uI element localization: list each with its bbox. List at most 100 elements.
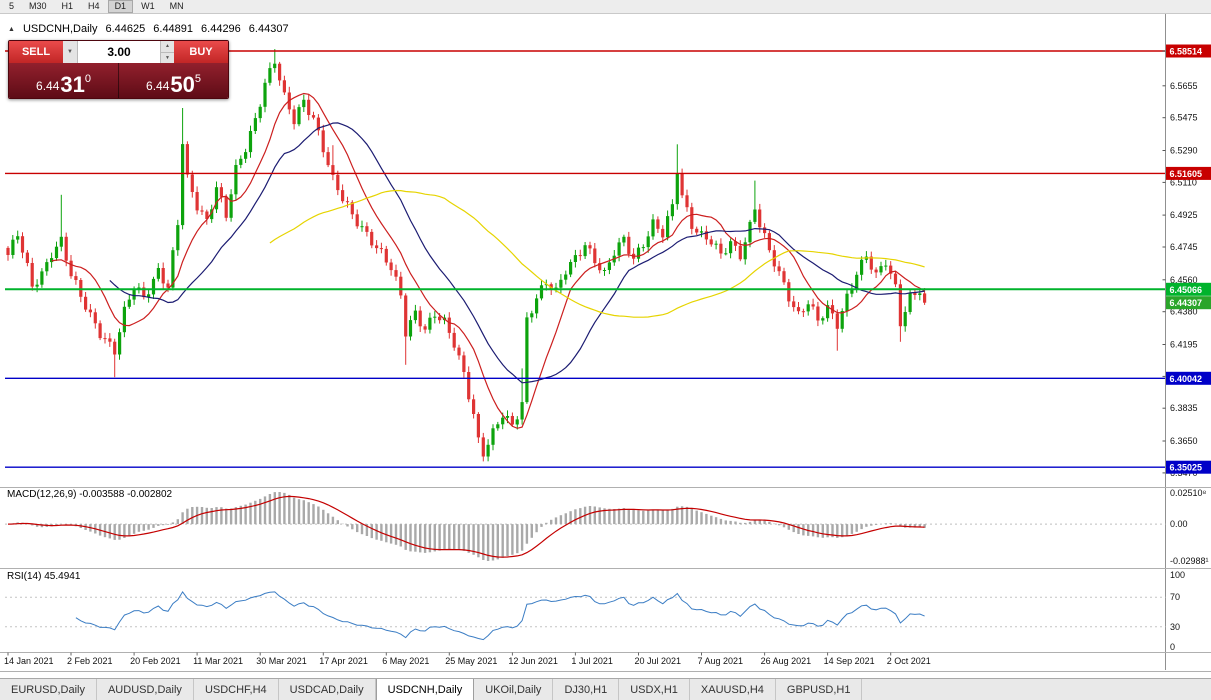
- candle-body: [826, 305, 830, 319]
- macd-label: MACD(12,26,9) -0.003588 -0.002802: [7, 489, 173, 500]
- candle-body: [796, 307, 801, 312]
- candle-body: [496, 424, 500, 429]
- candle-body: [467, 372, 471, 400]
- timeframe-button-H4[interactable]: H4: [88, 1, 100, 11]
- candle-body: [108, 338, 112, 342]
- candle-body: [399, 276, 403, 296]
- date-axis[interactable]: 14 Jan 2021 2 Feb 2021 20 Feb 2021 11 Mar 2…: [4, 652, 931, 667]
- panel-separators[interactable]: [0, 487, 1211, 672]
- candle-body: [394, 270, 398, 277]
- candle-body: [302, 99, 306, 108]
- candle-body: [690, 207, 694, 229]
- timeframe-button-M30[interactable]: M30: [29, 1, 47, 11]
- candle-body: [743, 242, 747, 260]
- chart-tab-xauusd-h4[interactable]: XAUUSD,H4: [690, 679, 776, 700]
- candle-body: [336, 174, 340, 191]
- timeframe-button-MN[interactable]: MN: [169, 1, 184, 11]
- candle-body: [297, 107, 301, 125]
- candle-body: [224, 196, 228, 218]
- candle-body: [355, 214, 359, 227]
- price-axis[interactable]: 6.58516.56556.54756.52906.51106.49256.47…: [1162, 14, 1211, 670]
- chart-tab-bar: EURUSD,Daily AUDUSD,Daily USDCHF,H4 USDCAD,…: [0, 678, 1211, 700]
- candle-body: [219, 187, 223, 197]
- candle-body: [365, 226, 369, 232]
- sell-button[interactable]: SELL: [9, 41, 63, 63]
- chart-tab-usdchf-h4[interactable]: USDCHF,H4: [194, 679, 279, 700]
- candle-body: [384, 248, 388, 263]
- sell-price-base: 6.44: [36, 79, 60, 93]
- candle-body: [748, 221, 752, 243]
- buy-button[interactable]: BUY: [174, 41, 228, 63]
- candle-body: [176, 225, 180, 251]
- chart-tab-usdcad-daily[interactable]: USDCAD,Daily: [279, 679, 376, 700]
- volume-dropdown-icon[interactable]: ▼: [63, 41, 78, 63]
- candle-body: [74, 276, 78, 280]
- level-price-tag: 6.58514: [1170, 47, 1203, 57]
- timeframe-button-W1[interactable]: W1: [141, 1, 155, 11]
- candle-body: [258, 106, 262, 119]
- one-click-collapse-icon[interactable]: ▲: [8, 25, 15, 33]
- chart-tab-gbpusd-h1[interactable]: GBPUSD,H1: [776, 679, 863, 700]
- timeframe-button-5[interactable]: 5: [9, 1, 15, 11]
- ohlc-high-value: 6.44891: [153, 23, 194, 35]
- chart-tab-ukoil-daily[interactable]: UKOil,Daily: [474, 679, 554, 700]
- candle-body: [505, 416, 510, 418]
- candle-body: [879, 266, 883, 273]
- candle-body: [181, 144, 185, 226]
- sell-price-display[interactable]: 6.44 31 0: [9, 63, 119, 98]
- price-tick-label: 6.4195: [1170, 340, 1198, 350]
- candle-body: [137, 287, 141, 289]
- candle-body: [530, 313, 534, 318]
- chart-tab-eurusd-daily[interactable]: EURUSD,Daily: [0, 679, 97, 700]
- candle-body: [54, 246, 59, 259]
- timeframe-button-D1[interactable]: D1: [107, 0, 134, 13]
- candle-body: [268, 68, 272, 83]
- candle-body: [714, 243, 718, 245]
- candle-body: [835, 313, 839, 329]
- candle-body: [239, 158, 243, 165]
- chart-tab-usdx-h1[interactable]: USDX,H1: [619, 679, 690, 700]
- candle-body: [651, 219, 655, 237]
- candle-body: [573, 255, 577, 262]
- candle-body: [345, 201, 350, 203]
- date-label: 30 Mar 2021: [256, 656, 307, 666]
- timeframe-button-H1[interactable]: H1: [61, 1, 74, 11]
- candle-body: [122, 306, 126, 333]
- candle-body: [763, 227, 767, 234]
- level-price-tag: 6.51605: [1170, 169, 1203, 179]
- candle-body: [472, 399, 476, 414]
- candle-body: [413, 310, 417, 321]
- candle-body: [171, 250, 175, 288]
- level-price-tag: 6.40042: [1170, 374, 1203, 384]
- candle-body: [908, 292, 912, 312]
- chart-tab-dj30-h1[interactable]: DJ30,H1: [553, 679, 620, 700]
- candle-body: [326, 152, 330, 166]
- candle-body: [229, 194, 233, 218]
- candle-body: [801, 311, 805, 313]
- level-price-tag-bg: [1166, 371, 1211, 385]
- sell-price-pips: 31: [60, 72, 85, 97]
- candle-body: [607, 262, 611, 270]
- price-tick-label: 6.5290: [1170, 146, 1198, 156]
- volume-decrease-icon[interactable]: ▼: [161, 51, 174, 63]
- candle-body: [564, 274, 568, 280]
- level-price-tag-bg: [1166, 282, 1211, 296]
- candle-body: [103, 338, 107, 340]
- candle-body: [457, 347, 461, 356]
- candle-body: [316, 117, 320, 131]
- chart-tab-usdcnh-daily[interactable]: USDCNH,Daily: [375, 679, 475, 700]
- date-label: 26 Aug 2021: [761, 656, 812, 666]
- volume-increase-icon[interactable]: ▲: [161, 41, 174, 52]
- buy-price-display[interactable]: 6.44 50 5: [119, 63, 228, 98]
- price-tick-label: 6.3835: [1170, 403, 1198, 413]
- rsi-panel: 100 70 30 0: [5, 570, 1185, 652]
- candle-body: [661, 228, 665, 238]
- price-tick-label: 6.5475: [1170, 113, 1198, 123]
- chart-tab-audusd-daily[interactable]: AUDUSD,Daily: [97, 679, 194, 700]
- volume-input[interactable]: 3.00: [107, 45, 131, 59]
- candle-body: [433, 316, 437, 318]
- candle-body: [161, 268, 165, 284]
- chart-ohlc-header: ▲ USDCNH,Daily 6.44625 6.44891 6.44296 6…: [8, 23, 289, 35]
